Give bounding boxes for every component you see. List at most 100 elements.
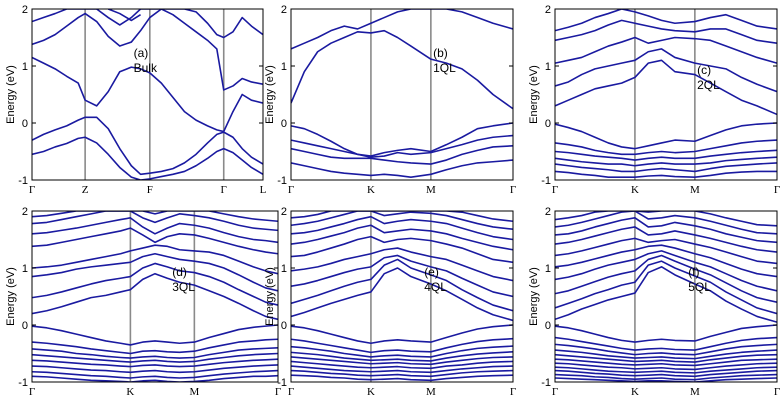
band-line [32, 324, 278, 346]
y-tick-label: 2 [281, 206, 287, 218]
band-line [291, 267, 513, 322]
band-line [291, 159, 513, 178]
band-line [291, 356, 513, 366]
kpoint-label: K [631, 184, 639, 196]
kpoint-label: Γ [552, 184, 558, 196]
kpoint-label: K [631, 386, 639, 398]
kpoint-label: Γ [29, 184, 35, 196]
y-tick-label: -1 [277, 175, 287, 187]
band-line [555, 358, 777, 367]
band-line [291, 324, 513, 345]
band-line [291, 29, 513, 110]
band-line [32, 272, 278, 321]
band-line [32, 116, 263, 176]
y-axis-label: Energy (eV) [264, 65, 276, 124]
y-tick-label: 1 [281, 263, 287, 275]
plot-frame [31, 8, 264, 181]
band-line [291, 211, 513, 223]
band-line [555, 211, 777, 235]
y-tick-label: 1 [22, 263, 28, 275]
y-axis-label: Energy (eV) [528, 65, 540, 124]
band-line [291, 145, 513, 165]
kpoint-label: Z [82, 184, 89, 196]
band-line [32, 352, 278, 363]
panel-name: 5QL [688, 280, 711, 294]
band-line [32, 369, 278, 379]
band-line [291, 374, 513, 382]
y-tick-label: -1 [541, 377, 551, 389]
band-line [32, 211, 278, 223]
band-line [32, 358, 278, 368]
band-line [32, 252, 278, 292]
y-tick-label: 2 [22, 4, 28, 16]
band-line [555, 260, 777, 315]
band-line [32, 56, 263, 133]
band-line [555, 48, 777, 93]
band-line [32, 338, 278, 355]
band-line [555, 244, 777, 278]
panel-b: -1 0 1 2 Energy (eV) Γ K M Γ (b)1QL [264, 4, 516, 196]
band-line [291, 134, 513, 158]
y-tick-label: 0 [22, 320, 28, 332]
band-line [32, 136, 263, 180]
band-line [555, 170, 777, 178]
band-line [32, 9, 263, 91]
band-line [291, 369, 513, 378]
band-line [291, 247, 513, 282]
band-line [555, 19, 777, 44]
y-tick-label: -1 [18, 377, 28, 389]
y-tick-label: 0 [281, 118, 287, 130]
band-line [555, 366, 777, 374]
y-tick-label: 1 [545, 263, 551, 275]
band-line [32, 374, 278, 382]
band-line [555, 149, 777, 161]
panel-label: (a) [134, 46, 149, 60]
y-axis-label: Energy (eV) [528, 267, 540, 326]
panel-e: -1 0 1 2 Energy (eV) Γ K M Γ (e)4QL [264, 206, 516, 398]
band-line [555, 9, 777, 32]
y-tick-label: 1 [281, 61, 287, 73]
band-line [291, 211, 513, 231]
panel-name: 3QL [172, 280, 195, 294]
kpoint-label: Γ [510, 184, 516, 196]
kpoint-label: F [147, 184, 153, 196]
band-line [291, 345, 513, 358]
y-tick-label: -1 [541, 175, 551, 187]
y-tick-label: 0 [22, 118, 28, 130]
kpoint-label: M [690, 184, 700, 196]
band-line [32, 211, 278, 232]
y-tick-label: 2 [545, 206, 551, 218]
band-line [32, 347, 278, 359]
y-tick-label: 0 [281, 320, 287, 332]
panel-name: 4QL [424, 280, 447, 294]
band-line [32, 262, 278, 306]
y-axis-label: Energy (eV) [5, 267, 17, 326]
band-line [291, 258, 513, 312]
band-line [555, 336, 777, 351]
band-line [555, 369, 777, 378]
band-line [555, 353, 777, 363]
panel-label: (f) [688, 265, 699, 279]
y-tick-label: 0 [545, 320, 551, 332]
band-line [32, 217, 278, 244]
band-line [555, 211, 777, 227]
band-line [291, 235, 513, 264]
band-line [555, 362, 777, 371]
plot-frame [554, 8, 778, 181]
band-line [107, 9, 141, 22]
band-line [555, 254, 777, 303]
kpoint-label: M [426, 184, 436, 196]
band-line [555, 343, 777, 356]
panel-c: -1 0 1 2 Energy (eV) Γ K M Γ (c)2QL [528, 4, 780, 196]
y-tick-label: 1 [22, 61, 28, 73]
band-line [555, 59, 777, 116]
band-line [555, 373, 777, 381]
panel-a: -1 0 1 2 Energy (eV) Γ Z F Γ L (a)Bulk [5, 4, 267, 196]
kpoint-label: L [260, 184, 267, 196]
y-tick-label: -1 [18, 175, 28, 187]
band-line [291, 254, 513, 298]
band-line [291, 122, 513, 157]
plot-frame [554, 210, 778, 383]
band-line [32, 227, 278, 255]
kpoint-label: Γ [774, 386, 780, 398]
